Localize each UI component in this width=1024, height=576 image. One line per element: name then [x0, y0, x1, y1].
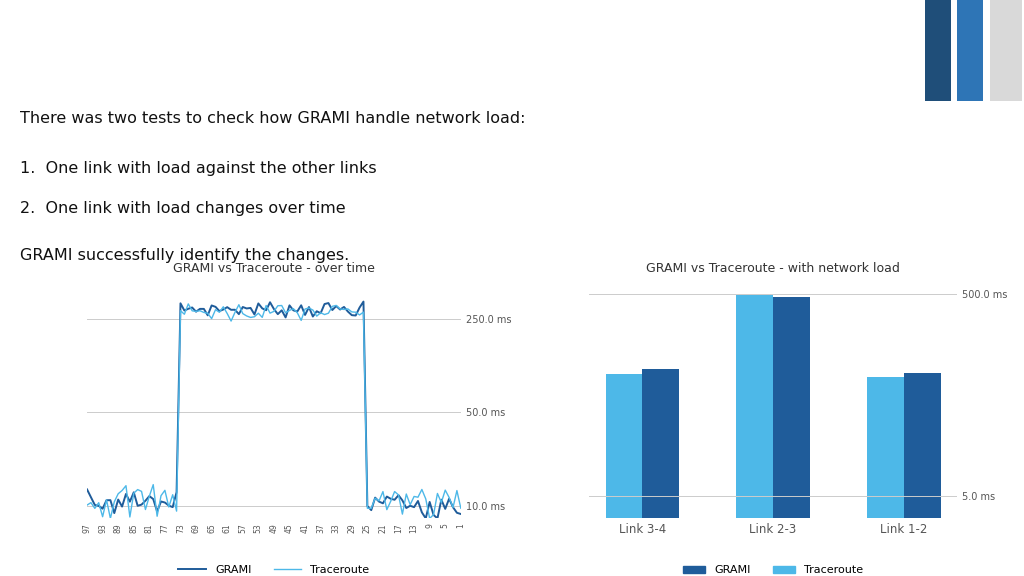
GRAMI: [420, 515, 432, 522]
Bar: [605, 374, 642, 576]
Bar: [989, 0, 1022, 101]
Traceroute: [182, 301, 195, 308]
GRAMI: [357, 298, 370, 305]
GRAMI: [295, 302, 307, 309]
Legend: GRAMI, Traceroute: GRAMI, Traceroute: [174, 561, 374, 576]
Traceroute: [104, 515, 117, 522]
Title: GRAMI vs Traceroute - over time: GRAMI vs Traceroute - over time: [173, 263, 375, 275]
GRAMI: [109, 510, 121, 517]
GRAMI: [81, 486, 93, 493]
Traceroute: [377, 488, 389, 495]
Title: GRAMI vs Traceroute - with network load: GRAMI vs Traceroute - with network load: [646, 263, 900, 275]
Legend: GRAMI, Traceroute: GRAMI, Traceroute: [679, 561, 867, 576]
Bar: [642, 369, 679, 576]
Bar: [957, 0, 983, 101]
GRAMI: [455, 510, 467, 517]
Bar: [736, 295, 773, 576]
Traceroute: [92, 499, 104, 506]
Text: There was two tests to check how GRAMI handle network load:: There was two tests to check how GRAMI h…: [20, 111, 526, 126]
Traceroute: [186, 308, 199, 314]
Traceroute: [303, 305, 315, 312]
Bar: [904, 373, 941, 576]
GRAMI: [373, 498, 385, 505]
Traceroute: [81, 502, 93, 509]
Traceroute: [112, 490, 124, 497]
Text: 1.  One link with load against the other links: 1. One link with load against the other …: [20, 161, 377, 176]
GRAMI: [92, 502, 104, 509]
GRAMI: [178, 307, 190, 314]
Text: GRAMI successfully identify the changes.: GRAMI successfully identify the changes.: [20, 248, 350, 263]
Traceroute: [275, 302, 288, 309]
Traceroute: [455, 505, 467, 511]
Text: 2.  One link with load changes over time: 2. One link with load changes over time: [20, 202, 346, 217]
Bar: [867, 377, 904, 576]
GRAMI: [267, 306, 280, 313]
Bar: [773, 297, 810, 576]
Bar: [925, 0, 951, 101]
Line: Traceroute: Traceroute: [87, 304, 461, 518]
Line: GRAMI: GRAMI: [87, 302, 461, 518]
Text: Evaluation: GRAMI vs Traceroute with Load: Evaluation: GRAMI vs Traceroute with Loa…: [20, 38, 798, 69]
